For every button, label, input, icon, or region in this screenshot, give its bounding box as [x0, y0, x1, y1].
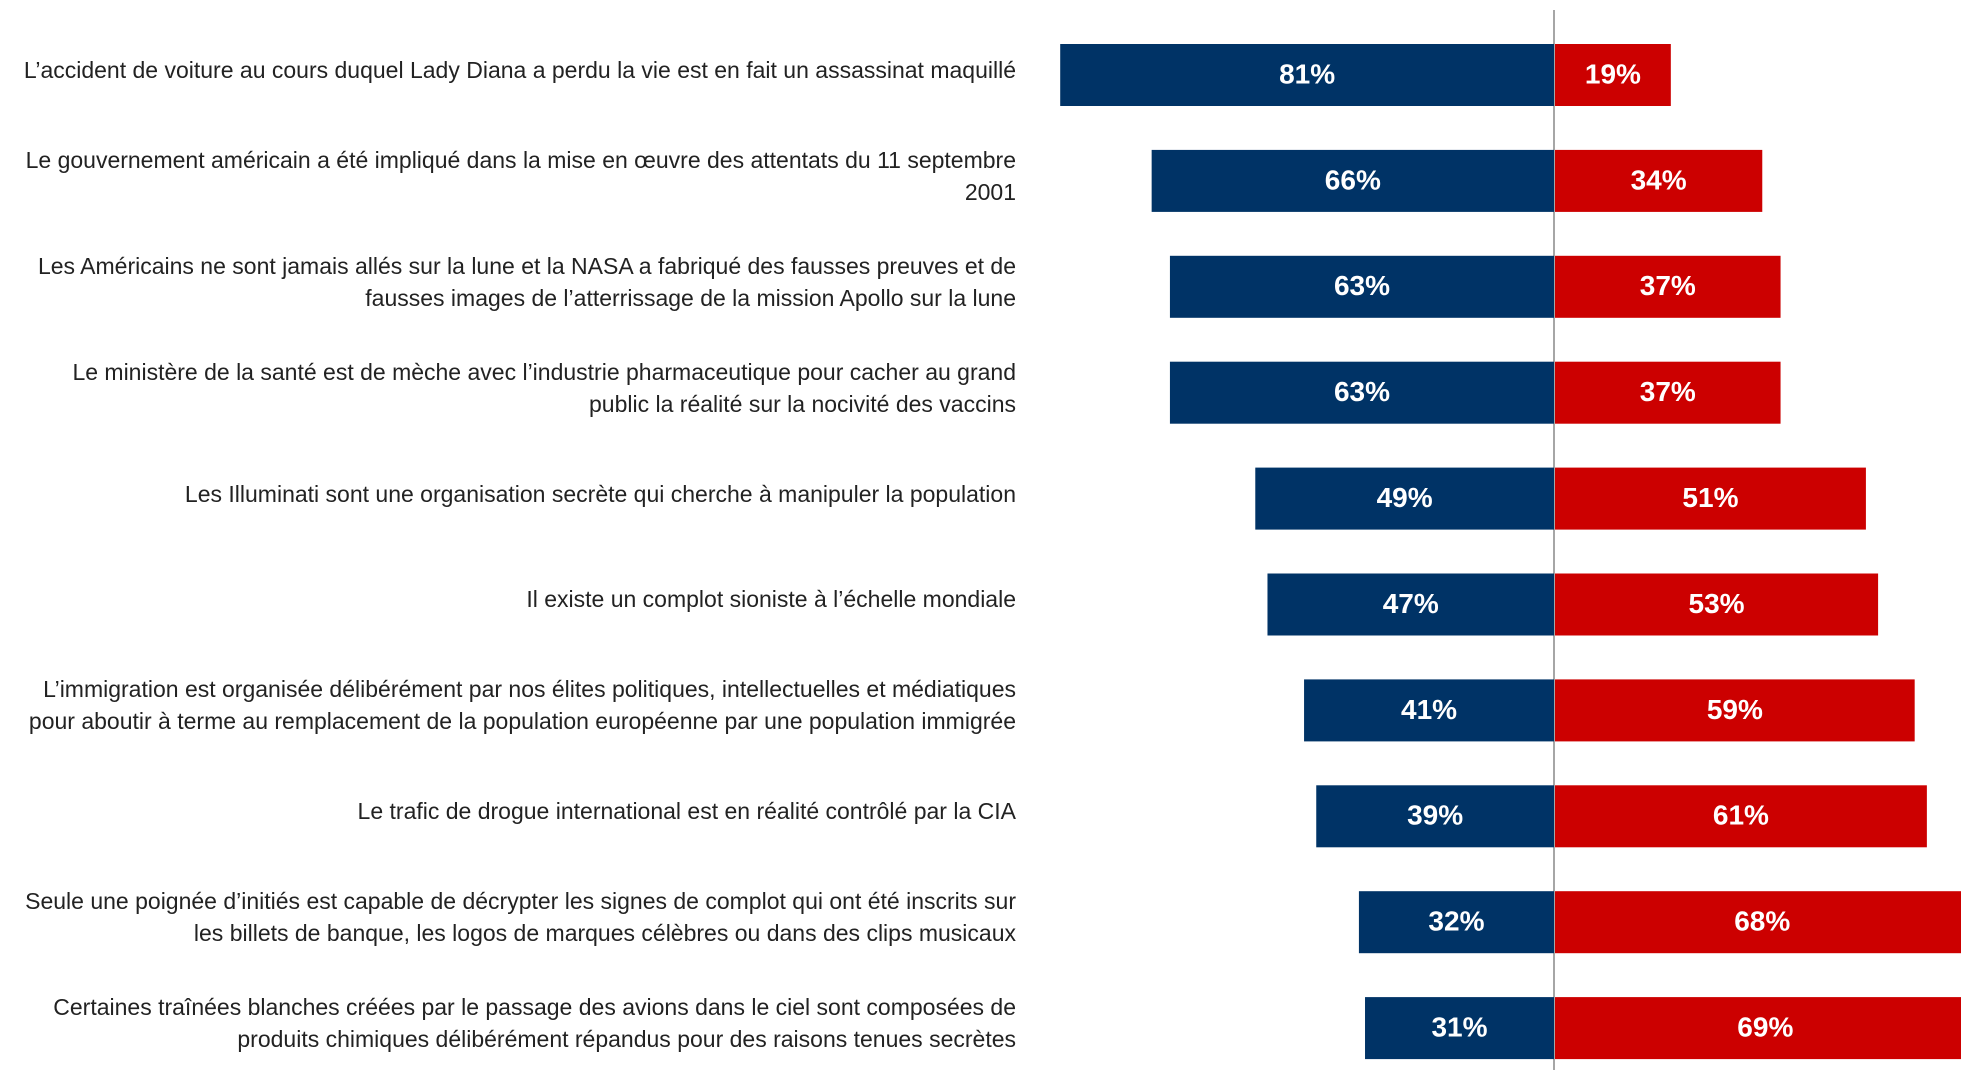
- bar: [1060, 44, 1554, 106]
- category-text: Certaines traînées blanches créées par l…: [53, 994, 1016, 1053]
- category-label: Le trafic de drogue international est en…: [8, 755, 1016, 867]
- value-label: 19%: [1585, 58, 1641, 89]
- value-label: 61%: [1713, 800, 1769, 831]
- bar: [1358, 891, 1554, 954]
- bar: [1555, 44, 1671, 106]
- category-label: Les Illuminati sont une organisation sec…: [8, 438, 1016, 550]
- category-label: Le gouvernement américain a été impliqué…: [8, 120, 1016, 232]
- bar: [1169, 255, 1554, 318]
- bar: [1555, 467, 1866, 530]
- value-label: 53%: [1689, 588, 1745, 619]
- category-text: L’accident de voiture au cours duquel La…: [23, 56, 1016, 83]
- value-label: 32%: [1428, 906, 1484, 937]
- category-label: L’accident de voiture au cours duquel La…: [8, 14, 1016, 126]
- bar: [1365, 997, 1554, 1060]
- value-label: 41%: [1401, 694, 1457, 725]
- value-label: 63%: [1334, 376, 1390, 407]
- value-label: 39%: [1407, 800, 1463, 831]
- category-text: Le ministère de la santé est de mèche av…: [72, 358, 1016, 417]
- category-text: Le gouvernement américain a été impliqué…: [25, 146, 1016, 205]
- bar: [1555, 255, 1781, 318]
- value-label: 63%: [1334, 270, 1390, 301]
- value-label: 59%: [1707, 694, 1763, 725]
- category-label: Certaines traînées blanches créées par l…: [8, 967, 1016, 1079]
- bar: [1316, 785, 1554, 848]
- bar: [1555, 149, 1763, 212]
- bar: [1555, 361, 1781, 424]
- category-text: Il existe un complot sioniste à l’échell…: [526, 586, 1016, 613]
- category-text: Les Illuminati sont une organisation sec…: [184, 480, 1016, 507]
- bar: [1169, 361, 1554, 424]
- value-label: 49%: [1377, 482, 1433, 513]
- value-label: 51%: [1682, 482, 1738, 513]
- category-text: Le trafic de drogue international est en…: [357, 798, 1016, 825]
- value-label: 37%: [1640, 270, 1696, 301]
- category-text: Les Américains ne sont jamais allés sur …: [37, 252, 1016, 311]
- bar: [1555, 997, 1961, 1060]
- bar: [1151, 149, 1554, 212]
- value-label: 37%: [1640, 376, 1696, 407]
- value-label: 34%: [1631, 164, 1687, 195]
- bar: [1267, 573, 1554, 636]
- category-label: L’immigration est organisée délibérément…: [8, 649, 1016, 761]
- category-label: Il existe un complot sioniste à l’échell…: [8, 544, 1016, 656]
- bar: [1555, 679, 1915, 742]
- value-label: 31%: [1431, 1011, 1487, 1042]
- bar: [1304, 679, 1554, 742]
- value-label: 81%: [1279, 58, 1335, 89]
- value-label: 68%: [1734, 906, 1790, 937]
- value-label: 66%: [1325, 164, 1381, 195]
- category-text: Seule une poignée d’initiés est capable …: [25, 888, 1016, 947]
- bar: [1555, 573, 1879, 636]
- category-text: L’immigration est organisée délibérément…: [28, 676, 1016, 735]
- value-label: 69%: [1737, 1011, 1793, 1042]
- bar: [1255, 467, 1554, 530]
- category-label: Seule une poignée d’initiés est capable …: [8, 861, 1016, 973]
- category-label: Le ministère de la santé est de mèche av…: [8, 332, 1016, 444]
- value-label: 47%: [1383, 588, 1439, 619]
- category-label: Les Américains ne sont jamais allés sur …: [8, 226, 1016, 338]
- bar: [1555, 891, 1961, 954]
- bar: [1555, 785, 1927, 848]
